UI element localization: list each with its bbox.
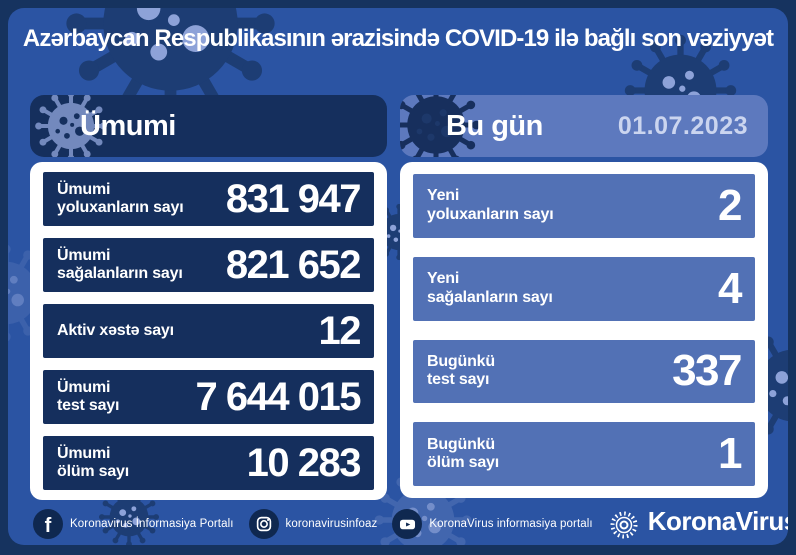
stat-row-total-recovered: Ümumi sağalanların sayı 821 652 (43, 238, 374, 292)
koronavirus-info-logo: KoronaVirus info (608, 507, 788, 541)
stat-row-active-cases: Aktiv xəstə sayı 12 (43, 304, 374, 358)
stat-label: Ümumi ölüm sayı (57, 444, 130, 480)
totals-section: Ümumi Ümumi yoluxanların sayı 831 947 Üm… (30, 95, 387, 500)
logo-text: KoronaVirus (647, 506, 788, 536)
stat-row-total-tests: Ümumi test sayı 7 644 015 (43, 370, 374, 424)
youtube-label: KoronaVirus informasiya portalı (429, 518, 593, 530)
totals-panel: Ümumi yoluxanların sayı 831 947 Ümumi sa… (30, 162, 387, 500)
instagram-label: koronavirusinfoaz (285, 518, 378, 530)
today-header: Bu gün 01.07.2023 (400, 95, 768, 157)
youtube-link: KoronaVirus informasiya portalı (392, 509, 593, 539)
facebook-link: f Koronavirus İnformasiya Portalı (33, 509, 234, 539)
stat-row-today-tests: Bugünkü test sayı 337 (413, 339, 755, 404)
today-header-label: Bu gün (446, 109, 543, 142)
footer: f Koronavirus İnformasiya Portalı korona… (33, 505, 788, 543)
stat-label: Yeni yoluxanların sayı (427, 187, 554, 223)
card-background: Azərbaycan Respublikasının ərazisində CO… (8, 8, 788, 545)
stat-value: 4 (718, 263, 742, 313)
stat-label: Yeni sağalanların sayı (427, 270, 553, 306)
virus-icon (610, 511, 638, 539)
totals-header-label: Ümumi (80, 109, 176, 142)
stat-value: 12 (318, 308, 362, 353)
totals-header: Ümumi (30, 95, 387, 157)
stat-value: 831 947 (225, 176, 362, 221)
today-panel: Yeni yoluxanların sayı 2 Yeni sağalanlar… (400, 162, 768, 498)
stat-row-new-recovered: Yeni sağalanların sayı 4 (413, 256, 755, 321)
facebook-icon: f (33, 509, 63, 539)
report-date: 01.07.2023 (617, 111, 748, 140)
stat-label: Ümumi test sayı (57, 378, 120, 414)
stat-row-total-deaths: Ümumi ölüm sayı 10 283 (43, 436, 374, 490)
stat-label: Ümumi sağalanların sayı (57, 246, 183, 282)
stat-value: 2 (718, 180, 742, 230)
stat-label: Bugünkü test sayı (427, 352, 495, 389)
stat-value: 10 283 (246, 440, 362, 485)
stat-value: 337 (672, 346, 742, 396)
stat-label: Ümumi yoluxanların sayı (57, 180, 184, 216)
today-section: Bu gün 01.07.2023 Yeni yoluxanların sayı… (400, 95, 768, 498)
instagram-icon (248, 509, 279, 539)
stat-value: 821 652 (225, 242, 362, 287)
youtube-icon (392, 509, 423, 539)
stat-label: Aktiv xəstə sayı (57, 321, 174, 339)
stat-value: 7 644 015 (195, 374, 362, 419)
facebook-label: Koronavirus İnformasiya Portalı (70, 518, 234, 530)
page-title: Azərbaycan Respublikasının ərazisində CO… (22, 25, 774, 52)
stat-label: Bugünkü ölüm sayı (427, 435, 500, 472)
stat-value: 1 (718, 429, 742, 479)
stat-row-total-infected: Ümumi yoluxanların sayı 831 947 (43, 172, 374, 226)
instagram-link: koronavirusinfoaz (248, 509, 378, 539)
stat-row-today-deaths: Bugünkü ölüm sayı 1 (413, 422, 755, 486)
stat-row-new-infected: Yeni yoluxanların sayı 2 (413, 174, 755, 238)
